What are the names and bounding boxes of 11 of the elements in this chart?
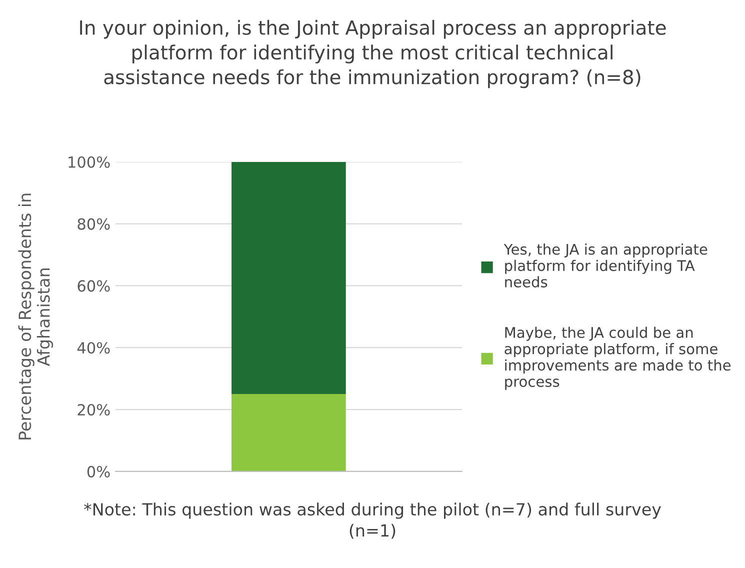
y-tick-label: 60%	[78, 280, 110, 292]
chart-title: In your opinion, is the Joint Appraisal process an appropriate platform for identifying the most critical technical assistance needs for the immunization program? (n=8)	[80, 20, 666, 88]
legend-label: Yes, the JA is an appropriate platform for identifying TA needs	[504, 243, 708, 288]
y-tick-label: 0%	[87, 466, 110, 478]
text: *Note: This question was asked during the pilot (n=7) and full survey (n=1)	[84, 502, 662, 539]
y-tick-label: 20%	[78, 404, 110, 416]
legend-label: Maybe, the JA could be an appropriate platform, if some improvements are made to the process	[504, 326, 731, 390]
y-tick-label: 80%	[78, 218, 110, 230]
y-tick-label: 40%	[77, 342, 110, 354]
y-axis-title: Percentage of Respondents in Afghanistan	[18, 194, 54, 440]
y-tick-label: 100%	[68, 156, 110, 168]
